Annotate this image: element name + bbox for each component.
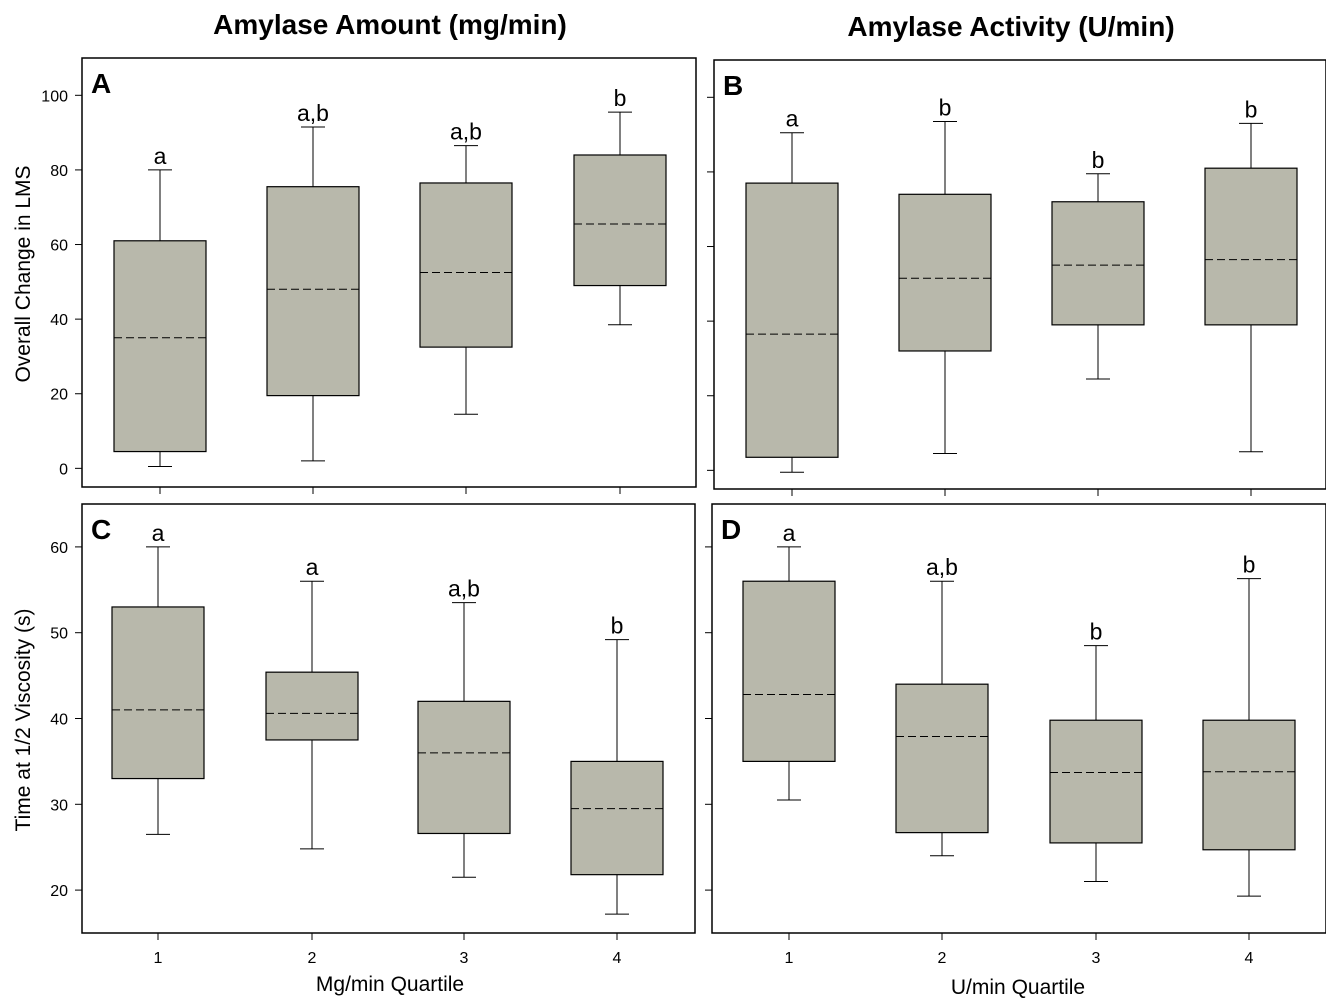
significance-letter: b [611,613,624,639]
box-b-4: b [1204,96,1298,453]
column-title-left: Amylase Amount (mg/min) [213,9,567,40]
box-body [895,683,989,834]
y-tick-label: 20 [50,883,68,900]
panel-label: D [721,514,741,545]
panel-b: Ba b b b [707,59,1326,496]
significance-letter: b [1243,552,1256,578]
box-body [573,154,667,287]
box-a-1: a [113,143,207,467]
significance-letter: a,b [926,554,958,580]
x-tick-label: 4 [613,950,622,967]
box-body [111,606,205,780]
box-a-3: a,b [419,119,513,415]
box-body [742,580,836,762]
significance-letter: a [154,143,167,169]
significance-letter: b [939,95,952,121]
box-c-3: a,b [417,576,511,878]
panels: A 0 20 40 60 80 100 a a,b a,b b Ba b b b C 20 30 40 50 60 1 2 3… [41,57,1326,967]
x-tick-label: 3 [1092,950,1101,967]
significance-letter: a [786,106,799,132]
x-tick-label: 4 [1245,950,1254,967]
box-body [1202,719,1296,851]
x-tick-label: 2 [308,950,317,967]
y-tick-label: 40 [50,312,68,329]
box-body [570,760,664,876]
significance-letter: a,b [297,100,329,126]
box-c-2: a [265,554,359,850]
box-body [898,193,992,352]
box-body [1204,167,1298,326]
significance-letter: a,b [448,576,480,602]
box-a-4: b [573,85,667,326]
box-c-4: b [570,613,664,915]
significance-letter: b [614,85,627,111]
panel-c: C 20 30 40 50 60 1 2 3 4 a a a,b b [50,503,696,967]
column-title-right: Amylase Activity (U/min) [847,11,1174,42]
significance-letter: a [783,520,796,546]
y-tick-label: 30 [50,797,68,814]
box-body [745,182,839,458]
box-d-4: b [1202,552,1296,897]
y-tick-label: 60 [50,238,68,255]
significance-letter: a [152,520,165,546]
box-body [417,700,511,835]
significance-letter: a [306,554,319,580]
significance-letter: b [1090,619,1103,645]
y-tick-label: 50 [50,626,68,643]
x-tick-label: 1 [785,950,794,967]
panel-d: D 1 2 3 4 a a,b b b [705,503,1326,967]
y-tick-label: 60 [50,540,68,557]
box-body [419,182,513,348]
x-tick-label: 2 [938,950,947,967]
y-tick-label: 100 [41,88,68,105]
x-tick-label: 1 [154,950,163,967]
box-body [266,186,360,397]
box-d-3: b [1049,619,1143,883]
box-b-3: b [1051,147,1145,380]
box-body [1051,201,1145,326]
box-a-2: a,b [266,100,360,462]
box-body [1049,719,1143,844]
x-tick-label: 3 [460,950,469,967]
y-tick-label: 80 [50,163,68,180]
y-axis-label-bottom: Time at 1/2 Viscosity (s) [12,609,35,832]
significance-letter: a,b [450,119,482,145]
panel-a: A 0 20 40 60 80 100 a a,b a,b b [41,57,697,494]
x-axis-label-right: U/min Quartile [951,976,1085,998]
panel-label: C [91,514,111,545]
y-axis-label-top: Overall Change in LMS [12,165,35,382]
box-b-1: a [745,106,839,473]
box-d-2: a,b [895,554,989,857]
significance-letter: b [1092,147,1105,173]
significance-letter: b [1245,96,1258,122]
y-tick-label: 0 [59,461,68,478]
y-tick-label: 20 [50,387,68,404]
box-body [113,240,207,453]
panel-frame [713,59,1326,490]
x-axis-label-left: Mg/min Quartile [316,973,464,996]
panel-frame [81,57,697,488]
panel-label: B [723,70,743,101]
box-body [265,671,359,741]
box-c-1: a [111,520,205,835]
panel-label: A [91,68,111,99]
box-b-2: b [898,95,992,455]
box-d-1: a [742,520,836,801]
y-tick-label: 40 [50,712,68,729]
